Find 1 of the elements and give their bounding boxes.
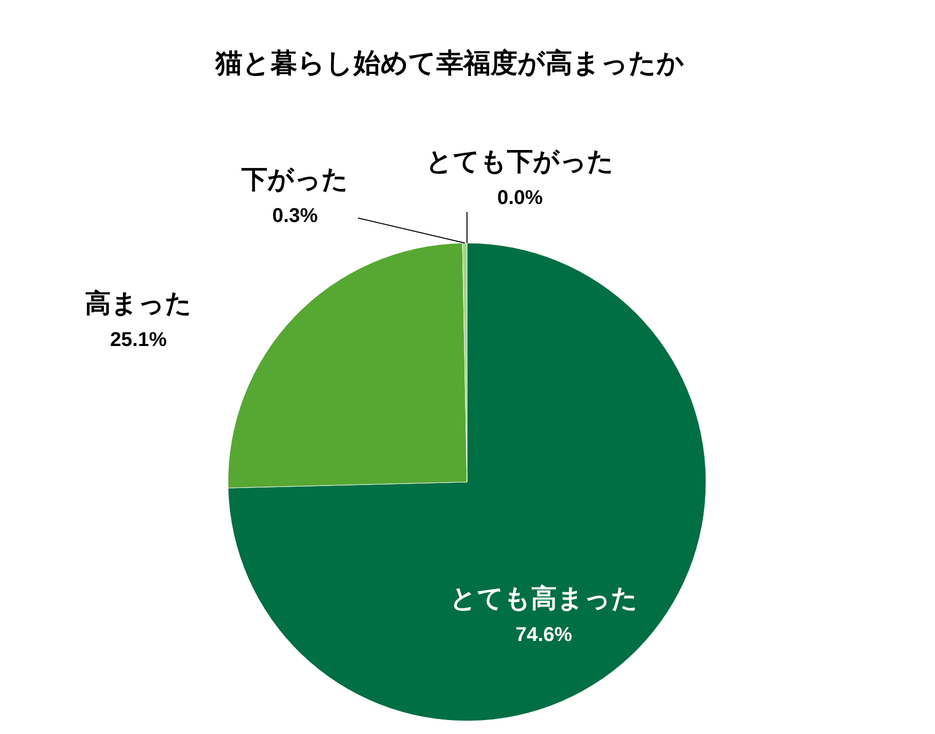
title: 猫と暮らし始めて幸福度が高まったか (216, 48, 684, 78)
